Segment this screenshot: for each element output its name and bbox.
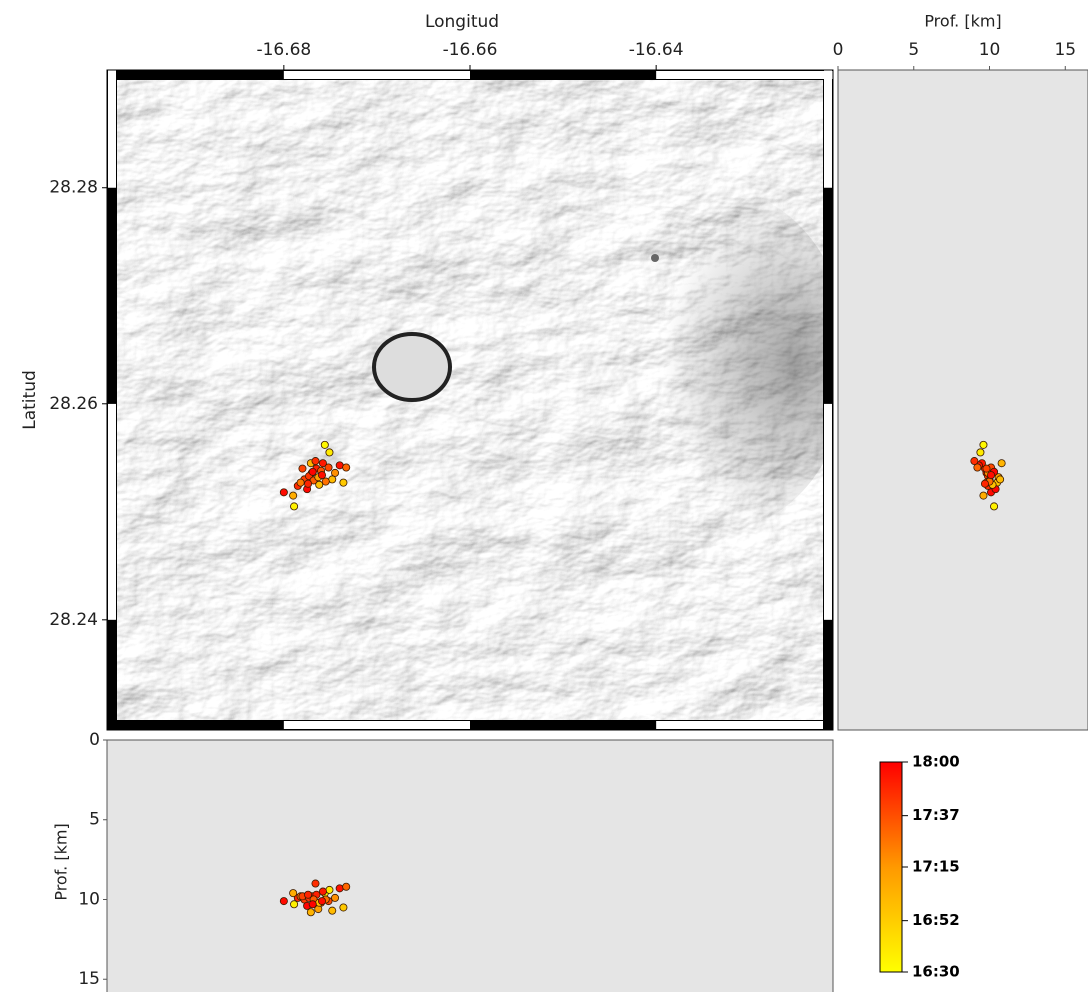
frame-segment (656, 721, 833, 729)
frame-segment (107, 720, 284, 730)
frame-segment (470, 70, 656, 80)
earthquake-lon-depth (326, 886, 333, 893)
earthquake-lon-depth (312, 880, 319, 887)
earthquake-lon-depth (318, 897, 325, 904)
earthquake (297, 479, 304, 486)
x-tick-label: -16.64 (629, 40, 684, 60)
earthquake-lon-depth (307, 909, 314, 916)
earthquake (299, 465, 306, 472)
earthquake-depth-lat (997, 476, 1004, 483)
earthquake (290, 503, 297, 510)
earthquake-lon-depth (319, 888, 326, 895)
x-tick-label: -16.66 (443, 40, 498, 60)
earthquake-lon-depth (304, 891, 311, 898)
colorbar-tick-label: 18:00 (912, 753, 960, 771)
frame-segment (108, 404, 116, 620)
page: {"chart_data": {"type": "scatter", "x_la… (0, 0, 1088, 992)
earthquake-depth-lat (983, 465, 990, 472)
earthquake (280, 489, 287, 496)
earthquake-depth-lat (987, 471, 994, 478)
depth-axis-title: Prof. [km] (924, 12, 1001, 31)
frame-segment (107, 70, 284, 80)
earthquake (304, 480, 311, 487)
earthquake (321, 441, 328, 448)
colorbar-tick-label: 17:15 (912, 858, 960, 876)
frame-segment (824, 70, 832, 188)
frame-segment (284, 721, 470, 729)
colorbar-tick-label: 17:37 (912, 806, 960, 824)
depth-tick-label: 0 (833, 40, 844, 60)
depth-tick-label: 10 (979, 40, 1001, 60)
earthquake-depth-lat (980, 492, 987, 499)
earthquake-lon-depth (343, 883, 350, 890)
lon-depth-panel (107, 740, 833, 992)
earthquake-depth-lat (998, 460, 1005, 467)
frame-segment (823, 620, 833, 730)
y-tick-label: 28.24 (49, 610, 98, 630)
earthquake-lon-depth (336, 885, 343, 892)
earthquake-depth-lat (980, 441, 987, 448)
frame-segment (824, 404, 832, 620)
y-tick-label: 28.28 (49, 178, 98, 198)
relief-map (117, 80, 850, 720)
x-tick-label: -16.68 (256, 40, 311, 60)
colorbar-bar (880, 762, 902, 972)
earthquake (340, 479, 347, 486)
earthquake (309, 468, 316, 475)
earthquake-lon-depth (340, 904, 347, 911)
y-tick-label: 28.26 (49, 394, 98, 414)
depth-lat-panel (838, 70, 1088, 730)
earthquake-lon-depth (329, 907, 336, 914)
earthquake (312, 457, 319, 464)
chart: Longitud Latitud Prof. [km] Prof. [km] -… (0, 0, 1088, 992)
depth-tick-label: 5 (908, 40, 919, 60)
earthquake-lon-depth (280, 897, 287, 904)
earthquake-depth-lat (977, 449, 984, 456)
depth-tick-label: 0 (89, 730, 100, 750)
colorbar-tick-label: 16:30 (912, 963, 960, 981)
earthquake (336, 462, 343, 469)
frame-segment (107, 188, 117, 404)
frame-segment (108, 70, 116, 188)
earthquake-depth-lat (981, 480, 988, 487)
depth-tick-label: 15 (78, 969, 100, 989)
earthquake (326, 449, 333, 456)
earthquake (343, 464, 350, 471)
frame-segment (823, 188, 833, 404)
depth-tick-label: 10 (78, 889, 100, 909)
earthquake (325, 464, 332, 471)
frame-segment (284, 71, 470, 79)
earthquake-lon-depth (331, 894, 338, 901)
colorbar: 16:30 16:52 17:15 17:37 18:00 (880, 753, 960, 981)
earthquake-depth-lat (990, 503, 997, 510)
depth-axis-title: Prof. [km] (52, 823, 71, 900)
earthquake-lon-depth (290, 901, 297, 908)
earthquake-depth-lat (971, 457, 978, 464)
earthquake (322, 478, 329, 485)
earthquake (290, 492, 297, 499)
frame-segment (656, 71, 833, 79)
y-axis-title: Latitud (20, 370, 40, 430)
earthquake-lon-depth (290, 890, 297, 897)
depth-tick-label: 5 (89, 810, 100, 830)
earthquake (329, 476, 336, 483)
earthquake (318, 471, 325, 478)
earthquake-lon-depth (309, 901, 316, 908)
colorbar-tick-label: 16:52 (912, 911, 960, 929)
depth-tick-label: 15 (1054, 40, 1076, 60)
frame-segment (470, 720, 656, 730)
frame-segment (107, 620, 117, 730)
earthquake (316, 481, 323, 488)
x-axis-title: Longitud (425, 12, 499, 32)
